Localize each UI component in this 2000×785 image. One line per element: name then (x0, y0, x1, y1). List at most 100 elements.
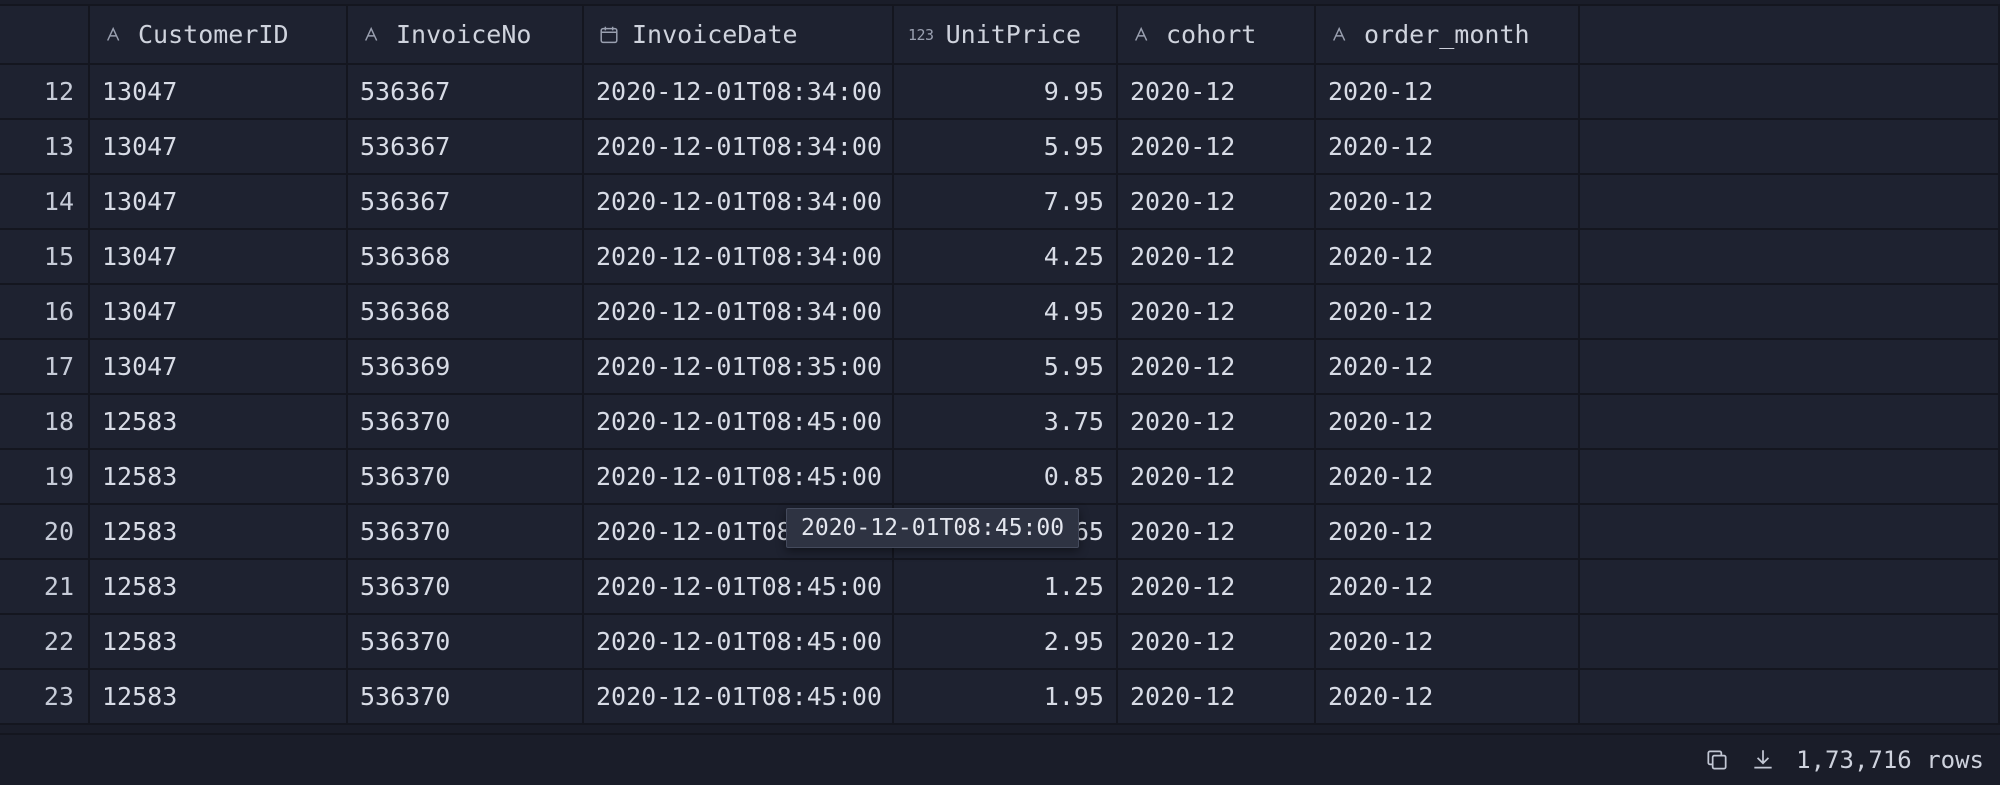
data-table[interactable]: CustomerID InvoiceNo (0, 4, 2000, 725)
cell-unitprice[interactable]: 1.25 (894, 560, 1118, 615)
cell-invoiceno[interactable]: 536370 (348, 505, 584, 560)
cell-unitprice[interactable]: 4.25 (894, 230, 1118, 285)
table-row[interactable]: 12130475363672020-12-01T08:34:009.952020… (0, 65, 2000, 120)
column-header-customerid[interactable]: CustomerID (90, 4, 348, 65)
cell-customerid[interactable]: 13047 (90, 285, 348, 340)
cell-unitprice[interactable]: 0.85 (894, 450, 1118, 505)
cell-invoiceno[interactable]: 536367 (348, 175, 584, 230)
cell-order_month[interactable]: 2020-12 (1316, 340, 1580, 395)
cell-customerid[interactable]: 12583 (90, 615, 348, 670)
cell-unitprice[interactable]: 2.95 (894, 615, 1118, 670)
table-row[interactable]: 22125835363702020-12-01T08:45:002.952020… (0, 615, 2000, 670)
cell-order_month[interactable]: 2020-12 (1316, 450, 1580, 505)
row-number[interactable]: 19 (0, 450, 90, 505)
cell-invoiceno[interactable]: 536370 (348, 670, 584, 725)
cell-customerid[interactable]: 12583 (90, 670, 348, 725)
row-number[interactable]: 16 (0, 285, 90, 340)
cell-invoicedate[interactable]: 2020-12-01T08:34:00 (584, 120, 894, 175)
cell-customerid[interactable]: 13047 (90, 230, 348, 285)
cell-order_month[interactable]: 2020-12 (1316, 285, 1580, 340)
table-row[interactable]: 21125835363702020-12-01T08:45:001.252020… (0, 560, 2000, 615)
row-number[interactable]: 13 (0, 120, 90, 175)
cell-invoiceno[interactable]: 536367 (348, 120, 584, 175)
row-number[interactable]: 15 (0, 230, 90, 285)
table-row[interactable]: 15130475363682020-12-01T08:34:004.252020… (0, 230, 2000, 285)
cell-cohort[interactable]: 2020-12 (1118, 615, 1316, 670)
cell-cohort[interactable]: 2020-12 (1118, 505, 1316, 560)
cell-order_month[interactable]: 2020-12 (1316, 175, 1580, 230)
cell-invoicedate[interactable]: 2020-12-01T08:45:00 (584, 560, 894, 615)
row-number[interactable]: 18 (0, 395, 90, 450)
cell-customerid[interactable]: 13047 (90, 65, 348, 120)
row-number[interactable]: 23 (0, 670, 90, 725)
cell-invoicedate[interactable]: 2020-12-01T08:35:00 (584, 340, 894, 395)
row-number[interactable]: 21 (0, 560, 90, 615)
row-number[interactable]: 20 (0, 505, 90, 560)
cell-invoicedate[interactable]: 2020-12-01T08:34:00 (584, 175, 894, 230)
cell-cohort[interactable]: 2020-12 (1118, 340, 1316, 395)
table-row[interactable]: 19125835363702020-12-01T08:45:000.852020… (0, 450, 2000, 505)
cell-invoicedate[interactable]: 2020-12-01T08:45:00 (584, 615, 894, 670)
cell-customerid[interactable]: 13047 (90, 120, 348, 175)
cell-cohort[interactable]: 2020-12 (1118, 175, 1316, 230)
cell-cohort[interactable]: 2020-12 (1118, 120, 1316, 175)
cell-invoicedate[interactable]: 2020-12-01T08:4 (584, 505, 894, 560)
cell-unitprice[interactable]: 5.95 (894, 340, 1118, 395)
cell-order_month[interactable]: 2020-12 (1316, 120, 1580, 175)
cell-cohort[interactable]: 2020-12 (1118, 560, 1316, 615)
table-row[interactable]: 14130475363672020-12-01T08:34:007.952020… (0, 175, 2000, 230)
cell-unitprice[interactable]: 5.95 (894, 120, 1118, 175)
copy-icon[interactable] (1704, 747, 1730, 773)
cell-customerid[interactable]: 13047 (90, 175, 348, 230)
cell-invoicedate[interactable]: 2020-12-01T08:45:00 (584, 395, 894, 450)
table-row[interactable]: 20125835363702020-12-01T08:40.652020-122… (0, 505, 2000, 560)
table-row[interactable]: 13130475363672020-12-01T08:34:005.952020… (0, 120, 2000, 175)
cell-invoiceno[interactable]: 536370 (348, 450, 584, 505)
cell-customerid[interactable]: 13047 (90, 340, 348, 395)
cell-invoicedate[interactable]: 2020-12-01T08:45:00 (584, 670, 894, 725)
row-number[interactable]: 22 (0, 615, 90, 670)
column-header-cohort[interactable]: cohort (1118, 4, 1316, 65)
cell-order_month[interactable]: 2020-12 (1316, 560, 1580, 615)
column-header-unitprice[interactable]: 123 UnitPrice (894, 4, 1118, 65)
cell-unitprice[interactable]: 1.95 (894, 670, 1118, 725)
cell-unitprice[interactable]: 3.75 (894, 395, 1118, 450)
cell-cohort[interactable]: 2020-12 (1118, 670, 1316, 725)
cell-invoiceno[interactable]: 536369 (348, 340, 584, 395)
cell-invoiceno[interactable]: 536370 (348, 395, 584, 450)
row-number[interactable]: 12 (0, 65, 90, 120)
cell-customerid[interactable]: 12583 (90, 505, 348, 560)
column-header-invoicedate[interactable]: InvoiceDate (584, 4, 894, 65)
cell-unitprice[interactable]: 7.95 (894, 175, 1118, 230)
table-row[interactable]: 17130475363692020-12-01T08:35:005.952020… (0, 340, 2000, 395)
cell-invoiceno[interactable]: 536368 (348, 285, 584, 340)
cell-customerid[interactable]: 12583 (90, 450, 348, 505)
cell-invoiceno[interactable]: 536370 (348, 615, 584, 670)
row-number[interactable]: 17 (0, 340, 90, 395)
cell-invoicedate[interactable]: 2020-12-01T08:34:00 (584, 65, 894, 120)
cell-order_month[interactable]: 2020-12 (1316, 395, 1580, 450)
cell-invoicedate[interactable]: 2020-12-01T08:34:00 (584, 285, 894, 340)
cell-invoiceno[interactable]: 536370 (348, 560, 584, 615)
cell-order_month[interactable]: 2020-12 (1316, 615, 1580, 670)
cell-cohort[interactable]: 2020-12 (1118, 450, 1316, 505)
cell-cohort[interactable]: 2020-12 (1118, 285, 1316, 340)
cell-order_month[interactable]: 2020-12 (1316, 670, 1580, 725)
table-row[interactable]: 23125835363702020-12-01T08:45:001.952020… (0, 670, 2000, 725)
cell-customerid[interactable]: 12583 (90, 560, 348, 615)
cell-invoiceno[interactable]: 536368 (348, 230, 584, 285)
cell-cohort[interactable]: 2020-12 (1118, 65, 1316, 120)
cell-unitprice[interactable]: 4.95 (894, 285, 1118, 340)
column-header-order_month[interactable]: order_month (1316, 4, 1580, 65)
row-number[interactable]: 14 (0, 175, 90, 230)
cell-invoicedate[interactable]: 2020-12-01T08:34:00 (584, 230, 894, 285)
cell-order_month[interactable]: 2020-12 (1316, 230, 1580, 285)
cell-invoiceno[interactable]: 536367 (348, 65, 584, 120)
rownum-header[interactable] (0, 4, 90, 65)
cell-unitprice[interactable]: 0.65 (894, 505, 1118, 560)
cell-cohort[interactable]: 2020-12 (1118, 230, 1316, 285)
cell-invoicedate[interactable]: 2020-12-01T08:45:00 (584, 450, 894, 505)
cell-customerid[interactable]: 12583 (90, 395, 348, 450)
cell-order_month[interactable]: 2020-12 (1316, 505, 1580, 560)
cell-cohort[interactable]: 2020-12 (1118, 395, 1316, 450)
